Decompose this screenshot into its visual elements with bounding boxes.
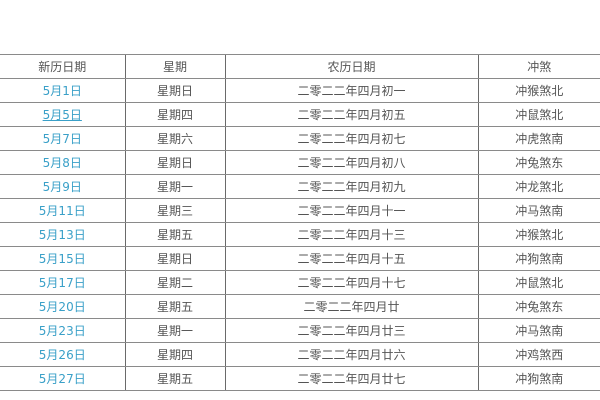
table-row: 5月5日 星期四 二零二二年四月初五 冲鼠煞北 [0,102,600,127]
table-header-row: 新历日期 星期 农历日期 冲煞 [0,54,600,79]
chongsha-cell: 冲兔煞东 [477,294,600,319]
date-link[interactable]: 5月15日 [0,246,125,271]
weekday-cell: 星期一 [124,174,225,199]
date-link[interactable]: 5月11日 [0,198,125,223]
date-link[interactable]: 5月23日 [0,318,125,343]
date-link[interactable]: 5月27日 [0,366,125,391]
weekday-cell: 星期六 [124,126,225,151]
date-link[interactable]: 5月7日 [0,126,125,151]
table-row: 5月26日 星期四 二零二二年四月廿六 冲鸡煞西 [0,342,600,367]
weekday-cell: 星期四 [124,102,225,127]
chongsha-cell: 冲鼠煞北 [477,270,600,295]
date-link-text[interactable]: 5月23日 [38,324,86,338]
lunar-date-cell: 二零二二年四月廿三 [224,318,478,343]
date-link-text[interactable]: 5月20日 [38,300,86,314]
date-link-text[interactable]: 5月8日 [42,156,82,170]
date-link-text[interactable]: 5月13日 [38,228,86,242]
weekday-cell: 星期日 [124,150,225,175]
table-row: 5月7日 星期六 二零二二年四月初七 冲虎煞南 [0,126,600,151]
weekday-cell: 星期一 [124,318,225,343]
chongsha-cell: 冲猴煞北 [477,78,600,103]
date-link[interactable]: 5月26日 [0,342,125,367]
table-row: 5月1日 星期日 二零二二年四月初一 冲猴煞北 [0,78,600,103]
lunar-date-cell: 二零二二年四月廿七 [224,366,478,391]
table-row: 5月17日 星期二 二零二二年四月十七 冲鼠煞北 [0,270,600,295]
weekday-cell: 星期二 [124,270,225,295]
header-gregorian-date: 新历日期 [0,54,125,79]
lunar-date-cell: 二零二二年四月初七 [224,126,478,151]
lunar-date-cell: 二零二二年四月十七 [224,270,478,295]
date-link-text[interactable]: 5月27日 [38,372,86,386]
date-link[interactable]: 5月20日 [0,294,125,319]
chongsha-cell: 冲鸡煞西 [477,342,600,367]
lunar-date-cell: 二零二二年四月廿 [224,294,478,319]
lunar-date-cell: 二零二二年四月十五 [224,246,478,271]
weekday-cell: 星期三 [124,198,225,223]
date-link-text[interactable]: 5月9日 [42,180,82,194]
weekday-cell: 星期日 [124,246,225,271]
lunar-date-cell: 二零二二年四月初一 [224,78,478,103]
date-link-text[interactable]: 5月5日 [42,108,82,122]
weekday-cell: 星期五 [124,294,225,319]
table-row: 5月8日 星期日 二零二二年四月初八 冲兔煞东 [0,150,600,175]
chongsha-cell: 冲虎煞南 [477,126,600,151]
chongsha-cell: 冲马煞南 [477,198,600,223]
table-row: 5月13日 星期五 二零二二年四月十三 冲猴煞北 [0,222,600,247]
date-link[interactable]: 5月5日 [0,102,125,127]
chongsha-cell: 冲龙煞北 [477,174,600,199]
auspicious-dates-table: 新历日期 星期 农历日期 冲煞 5月1日 星期日 二零二二年四月初一 冲猴煞北 5月5日… [0,54,600,391]
table-row: 5月15日 星期日 二零二二年四月十五 冲狗煞南 [0,246,600,271]
weekday-cell: 星期五 [124,222,225,247]
weekday-cell: 星期四 [124,342,225,367]
chongsha-cell: 冲狗煞南 [477,366,600,391]
lunar-date-cell: 二零二二年四月初五 [224,102,478,127]
table-row: 5月11日 星期三 二零二二年四月十一 冲马煞南 [0,198,600,223]
table-row: 5月23日 星期一 二零二二年四月廿三 冲马煞南 [0,318,600,343]
weekday-cell: 星期日 [124,78,225,103]
header-lunar-date: 农历日期 [224,54,478,79]
table-row: 5月9日 星期一 二零二二年四月初九 冲龙煞北 [0,174,600,199]
lunar-date-cell: 二零二二年四月初九 [224,174,478,199]
weekday-cell: 星期五 [124,366,225,391]
header-weekday: 星期 [124,54,225,79]
date-link-text[interactable]: 5月1日 [42,84,82,98]
date-link[interactable]: 5月8日 [0,150,125,175]
date-link[interactable]: 5月1日 [0,78,125,103]
header-chongsha: 冲煞 [477,54,600,79]
chongsha-cell: 冲兔煞东 [477,150,600,175]
date-link-text[interactable]: 5月17日 [38,276,86,290]
date-link[interactable]: 5月13日 [0,222,125,247]
lunar-date-cell: 二零二二年四月廿六 [224,342,478,367]
chongsha-cell: 冲狗煞南 [477,246,600,271]
chongsha-cell: 冲鼠煞北 [477,102,600,127]
date-link[interactable]: 5月17日 [0,270,125,295]
lunar-date-cell: 二零二二年四月初八 [224,150,478,175]
date-link-text[interactable]: 5月26日 [38,348,86,362]
lunar-date-cell: 二零二二年四月十三 [224,222,478,247]
chongsha-cell: 冲马煞南 [477,318,600,343]
date-link-text[interactable]: 5月15日 [38,252,86,266]
date-link-text[interactable]: 5月7日 [42,132,82,146]
date-link[interactable]: 5月9日 [0,174,125,199]
chongsha-cell: 冲猴煞北 [477,222,600,247]
table-row: 5月20日 星期五 二零二二年四月廿 冲兔煞东 [0,294,600,319]
table-row: 5月27日 星期五 二零二二年四月廿七 冲狗煞南 [0,366,600,391]
lunar-date-cell: 二零二二年四月十一 [224,198,478,223]
date-link-text[interactable]: 5月11日 [38,204,86,218]
table-body: 5月1日 星期日 二零二二年四月初一 冲猴煞北 5月5日 星期四 二零二二年四月初五 冲鼠煞北… [0,78,600,391]
